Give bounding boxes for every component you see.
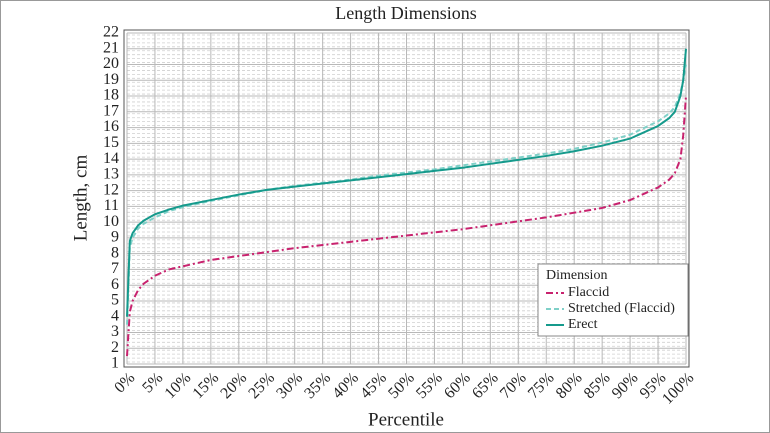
legend-title: Dimension <box>546 268 607 283</box>
series-line <box>126 48 687 317</box>
series-line <box>126 64 687 325</box>
y-tick-label: 9 <box>111 229 119 246</box>
y-axis-title: Length, cm <box>70 155 91 242</box>
y-tick-label: 12 <box>103 181 119 198</box>
y-tick-label: 11 <box>104 197 119 214</box>
y-tick-label: 4 <box>111 307 119 324</box>
y-tick-label: 5 <box>111 292 119 309</box>
y-tick-label: 2 <box>111 339 119 356</box>
y-tick-label: 3 <box>111 323 119 340</box>
y-tick-label: 16 <box>103 118 119 135</box>
y-tick-label: 10 <box>103 213 119 230</box>
y-tick-label: 7 <box>111 260 119 277</box>
y-tick-label: 17 <box>103 102 119 119</box>
y-tick-label: 1 <box>111 355 119 372</box>
y-tick-label: 22 <box>103 24 119 41</box>
y-tick-label: 21 <box>103 39 119 56</box>
y-tick-label: 19 <box>103 71 119 88</box>
y-tick-label: 18 <box>103 87 119 104</box>
x-axis-title: Percentile <box>368 409 444 430</box>
y-tick-label: 6 <box>111 276 119 293</box>
legend-label: Flaccid <box>568 285 609 300</box>
legend-label: Stretched (Flaccid) <box>568 301 675 316</box>
y-tick-label: 20 <box>103 55 119 72</box>
chart-title: Length Dimensions <box>335 3 477 23</box>
legend-label: Erect <box>568 317 598 332</box>
y-tick-label: 15 <box>103 134 119 151</box>
y-tick-label: 13 <box>103 166 119 183</box>
y-tick-label: 8 <box>111 244 119 261</box>
y-tick-label: 14 <box>103 150 119 167</box>
series-line <box>126 95 687 357</box>
